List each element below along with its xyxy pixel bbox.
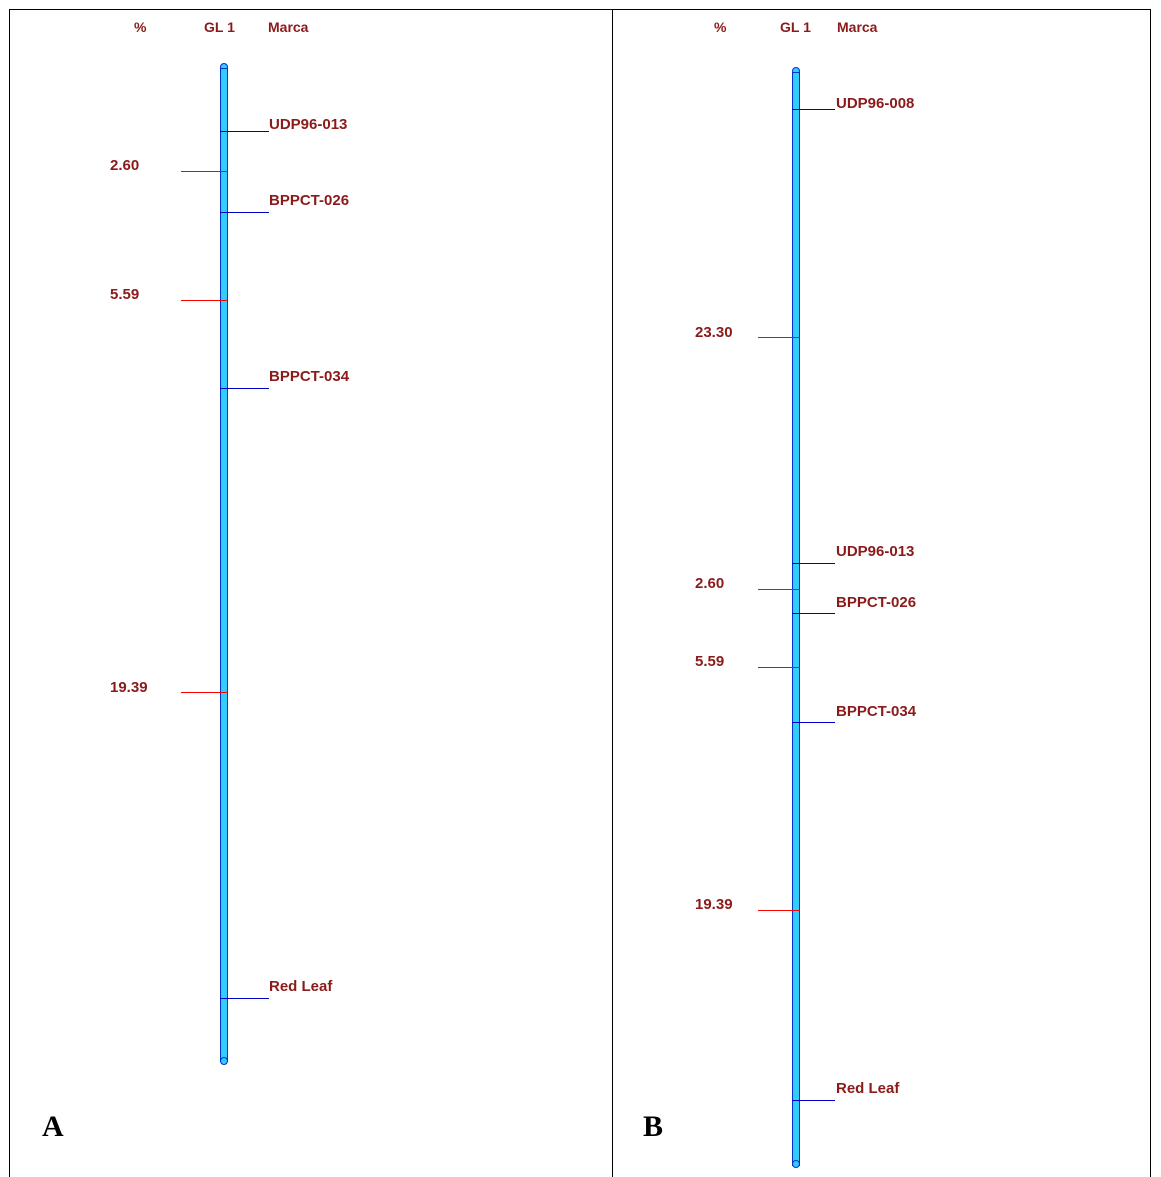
- marker-tick: [792, 1100, 835, 1101]
- percent-tick: [758, 910, 800, 911]
- marker-tick: [792, 613, 835, 614]
- header-marker: Marca: [837, 19, 878, 35]
- percent-tick: [181, 171, 228, 172]
- percent-label: 19.39: [110, 679, 148, 696]
- marker-label: UDP96-013: [836, 543, 915, 560]
- marker-label: UDP96-013: [269, 116, 348, 133]
- marker-tick: [792, 563, 835, 564]
- percent-label: 23.30: [695, 324, 733, 341]
- header-group: GL 1: [780, 19, 811, 35]
- marker-label: BPPCT-026: [836, 594, 917, 611]
- percent-label: 5.59: [110, 286, 140, 303]
- percent-tick: [758, 589, 800, 590]
- marker-label: BPPCT-026: [269, 192, 350, 209]
- header-percent: %: [134, 19, 147, 35]
- marker-label: BPPCT-034: [269, 368, 350, 385]
- chromosome-bar: [220, 68, 228, 1062]
- marker-tick: [792, 722, 835, 723]
- percent-tick: [758, 337, 800, 338]
- percent-label: 19.39: [695, 896, 733, 913]
- panel-letter: B: [643, 1110, 664, 1143]
- percent-label: 5.59: [695, 653, 725, 670]
- figure-frame: [9, 9, 1151, 1177]
- marker-tick: [220, 388, 269, 389]
- percent-label: 2.60: [110, 157, 140, 174]
- header-percent: %: [714, 19, 727, 35]
- percent-tick: [181, 300, 228, 301]
- percent-tick: [758, 667, 800, 668]
- marker-label: BPPCT-034: [836, 703, 917, 720]
- marker-tick: [220, 131, 269, 132]
- chromosome-bottom-cap: [792, 1160, 800, 1168]
- marker-label: Red Leaf: [269, 978, 333, 995]
- marker-label: UDP96-008: [836, 95, 915, 112]
- chromosome-bar: [792, 72, 800, 1166]
- chromosome-bottom-cap: [220, 1057, 228, 1065]
- marker-tick: [220, 212, 269, 213]
- header-marker: Marca: [268, 19, 309, 35]
- marker-tick: [792, 109, 835, 110]
- percent-label: 2.60: [695, 575, 725, 592]
- marker-tick: [220, 998, 269, 999]
- panel-divider: [612, 9, 613, 1177]
- panel-letter: A: [42, 1110, 64, 1143]
- header-group: GL 1: [204, 19, 235, 35]
- marker-label: Red Leaf: [836, 1080, 900, 1097]
- percent-tick: [181, 692, 228, 693]
